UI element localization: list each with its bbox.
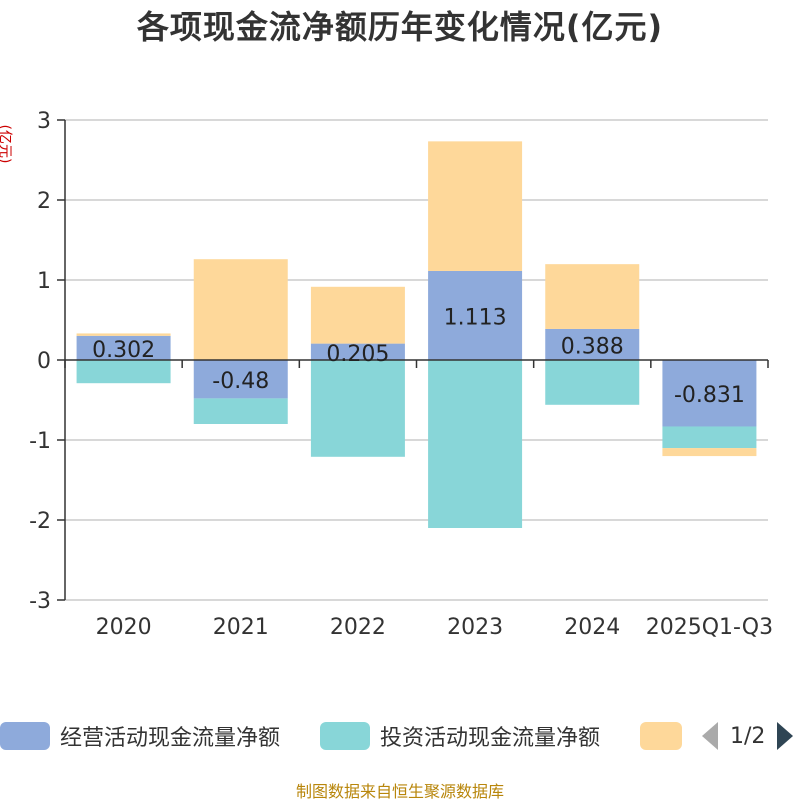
data-label: 0.205 bbox=[326, 342, 389, 367]
data-label: -0.48 bbox=[212, 369, 269, 394]
x-tick-label: 2023 bbox=[447, 615, 503, 640]
legend-label-investing: 投资活动现金流量净额 bbox=[380, 726, 601, 751]
axes: -3 -2 -1 0 1 2 3 bbox=[29, 109, 769, 614]
legend-label-operating: 经营活动现金流量净额 bbox=[60, 726, 281, 751]
bar-series-3 bbox=[310, 286, 405, 344]
bar-series-1 bbox=[310, 343, 405, 360]
y-tick-label: 3 bbox=[37, 109, 51, 134]
bar-series-2 bbox=[193, 398, 288, 424]
bar-series-3 bbox=[76, 333, 171, 336]
legend-swatch-investing bbox=[320, 722, 370, 750]
y-tick-label: 1 bbox=[37, 269, 51, 294]
data-label: 1.113 bbox=[444, 305, 507, 330]
legend-swatch-third bbox=[640, 722, 682, 750]
x-tick-label: 2024 bbox=[564, 615, 620, 640]
x-tick-label: 2025Q1-Q3 bbox=[646, 615, 773, 640]
bar-series-1 bbox=[545, 328, 640, 360]
legend-page-indicator: 1/2 bbox=[730, 723, 766, 749]
data-labels: 2020 2021 2022 2023 2024 2025Q1-Q3 0.302 -0.48 0… bbox=[92, 305, 773, 640]
triangle-right-icon[interactable] bbox=[777, 722, 794, 750]
legend-item-operating[interactable]: 经营活动现金流量净额 bbox=[0, 716, 280, 756]
bar-series-3 bbox=[662, 448, 757, 457]
chart-title: 各项现金流净额历年变化情况(亿元) bbox=[136, 8, 664, 46]
x-tick-label: 2022 bbox=[330, 615, 386, 640]
y-tick-label: -2 bbox=[29, 509, 51, 534]
bar-series-2 bbox=[76, 360, 171, 384]
bar-series-1 bbox=[193, 360, 288, 399]
bar-series-3 bbox=[428, 141, 523, 271]
bar-series-1 bbox=[428, 270, 523, 360]
y-tick-label: -3 bbox=[29, 589, 51, 614]
y-tick-label: -1 bbox=[29, 429, 51, 454]
legend: 经营活动现金流量净额 投资活动现金流量净额 1/2 bbox=[0, 716, 800, 756]
bar-series-2 bbox=[428, 360, 523, 528]
legend-swatch-operating bbox=[0, 722, 50, 750]
bar-series-1 bbox=[76, 335, 171, 360]
bar-series-2 bbox=[662, 426, 757, 449]
x-tick-label: 2021 bbox=[213, 615, 269, 640]
chart-area: -3 -2 -1 0 1 2 3 2020 2021 2022 2023 2024 2025Q1-Q3… bbox=[29, 109, 773, 640]
bar-series-1 bbox=[662, 360, 757, 427]
bar-series-3 bbox=[193, 259, 288, 360]
data-label: -0.831 bbox=[674, 383, 745, 408]
bar-series-2 bbox=[545, 360, 640, 405]
bars bbox=[76, 141, 757, 528]
data-label: 0.302 bbox=[92, 338, 155, 363]
y-tick-label: 0 bbox=[37, 349, 51, 374]
x-tick-label: 2020 bbox=[96, 615, 152, 640]
legend-item-investing[interactable]: 投资活动现金流量净额 bbox=[320, 716, 600, 756]
bar-series-3 bbox=[545, 264, 640, 329]
grid-lines bbox=[65, 119, 768, 601]
bar-series-2 bbox=[310, 360, 405, 457]
data-source-note: 制图数据来自恒生聚源数据库 bbox=[295, 782, 504, 801]
y-tick-label: 2 bbox=[37, 189, 51, 214]
data-label: 0.388 bbox=[561, 334, 624, 359]
legend-pager: 1/2 bbox=[702, 716, 794, 756]
triangle-left-icon[interactable] bbox=[702, 722, 718, 750]
legend-item-third[interactable] bbox=[640, 716, 692, 756]
